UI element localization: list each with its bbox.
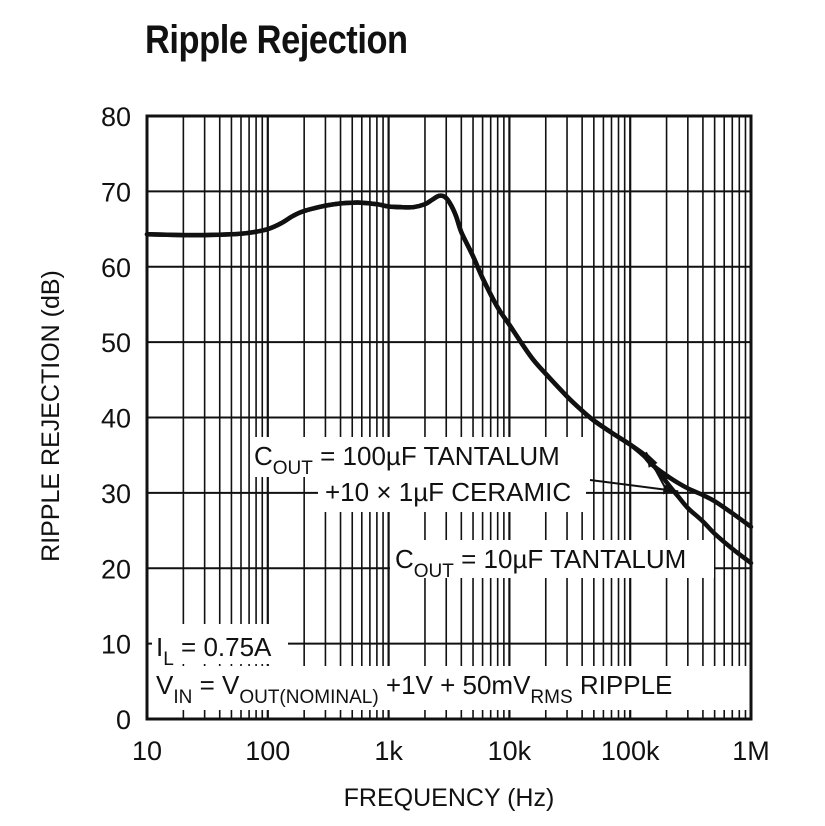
x-tick-label: 10 [132, 736, 162, 766]
x-tick-label: 100k [601, 736, 660, 766]
annotation-cout-100uf: COUT = 100µF TANTALUM [254, 441, 560, 479]
plot-frame [145, 114, 753, 721]
annotation-ceramic-group: +10 × 1µF CERAMIC [318, 476, 586, 512]
annotation-ceramic: +10 × 1µF CERAMIC [325, 477, 571, 507]
annotation-10uf-group: COUT = 10µF TANTALUM [390, 540, 714, 582]
chart-title: Ripple Rejection [145, 18, 408, 62]
y-tick-label: 60 [101, 253, 131, 283]
y-tick-label: 70 [101, 177, 131, 207]
annotation-vin-group: VIN = VOUT(NOMINAL) +1V + 50mVRMS RIPPLE [152, 666, 748, 710]
y-axis-label: RIPPLE REJECTION (dB) [37, 270, 65, 562]
y-tick-label: 0 [116, 705, 131, 735]
x-tick-label: 100 [245, 736, 290, 766]
x-axis-label: FREQUENCY (Hz) [344, 784, 555, 812]
y-tick-label: 40 [101, 404, 131, 434]
annotation-cout-10uf: COUT = 10µF TANTALUM [395, 544, 686, 582]
annotation-100uf-group: COUT = 100µF TANTALUM [250, 437, 590, 479]
x-tick-label: 1M [732, 736, 770, 766]
y-tick-label: 30 [101, 479, 131, 509]
grid-lines [147, 116, 751, 719]
x-tick-label: 10k [488, 736, 532, 766]
y-tick-label: 50 [101, 328, 131, 358]
arrow-to-10uf-curve-head [645, 452, 658, 468]
annotation-il-group: IL = 0.75A [152, 624, 288, 670]
annotation-input-voltage: VIN = VOUT(NOMINAL) +1V + 50mVRMS RIPPLE [156, 670, 672, 708]
x-tick-label: 1k [374, 736, 403, 766]
y-tick-label: 20 [101, 554, 131, 584]
y-tick-label: 80 [101, 102, 131, 132]
annotation-load-current: IL = 0.75A [156, 632, 272, 670]
annotation-arrows [589, 451, 679, 495]
y-tick-label: 10 [101, 630, 131, 660]
